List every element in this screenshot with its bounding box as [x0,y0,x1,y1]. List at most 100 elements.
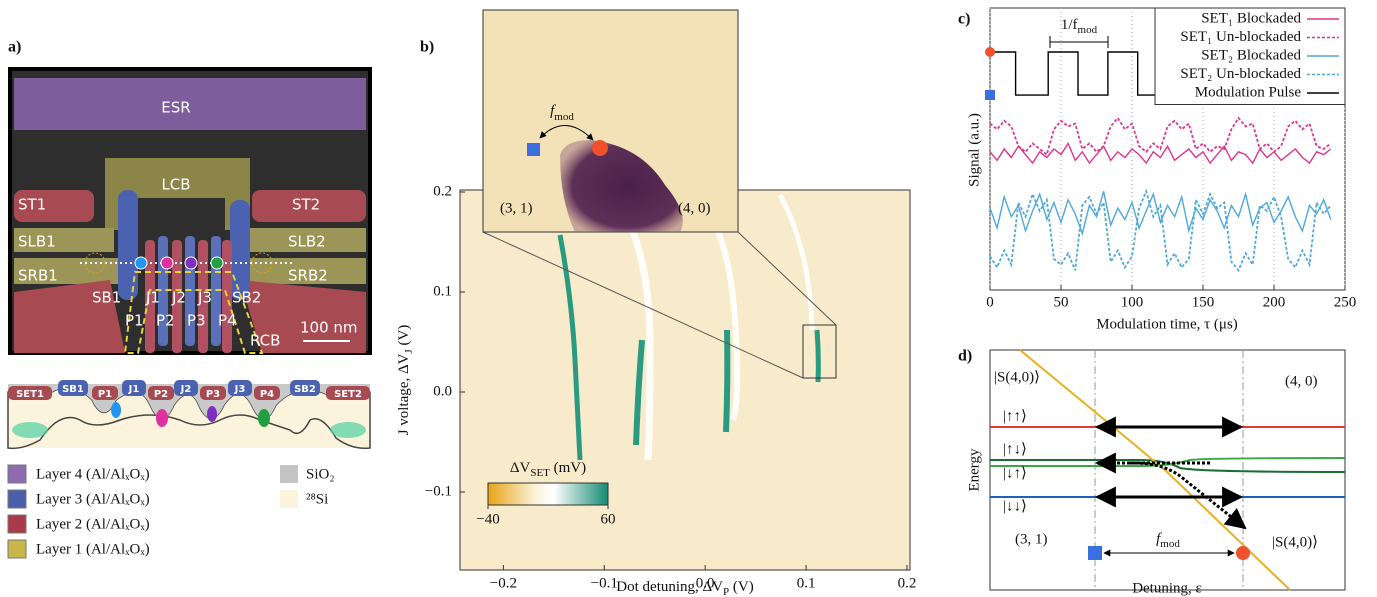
arrow [1129,461,1247,530]
region-label: (4, 0) [1285,373,1318,389]
marker [1236,546,1250,560]
arrow [539,125,594,141]
x-axis-label: Detuning, ε [1132,580,1202,596]
electron-cloud [111,402,121,418]
cross-section-label: SET1 [16,389,44,400]
cross-section-label: P2 [154,389,168,400]
legend-label: SET₂ Blockaded [1201,47,1301,63]
state-label: |↓↑⟩ [1003,465,1027,481]
gate-shape [250,228,366,252]
y-axis-label: J voltage, ΔVJ (V) [396,325,414,436]
series-line [989,191,1332,236]
legend-label: Layer 2 (Al/AlₓOₓ) [36,516,150,532]
zoom-box [802,324,837,379]
zoom-line [737,231,837,326]
x-tick-label: 0 [986,294,994,310]
inset: fmod (3, 1) (4, 0) [482,9,739,233]
colorbar-tick-label: −40 [476,511,499,527]
legend-label: SET₁ Un-blockaded [1180,29,1301,45]
x-tick-label: 50 [1054,294,1069,310]
panel-label: c) [958,11,970,28]
x-tick-label: 0.0 [696,575,715,591]
gate-shape [14,228,114,252]
gate-label: SLB2 [288,233,326,251]
gate-label: J3 [197,289,212,307]
y-tick-label: −0.1 [425,483,452,499]
cross-section-label: J3 [234,384,246,395]
gate-label: SB1 [92,289,121,307]
gate-label: ST2 [292,196,320,214]
electron-cloud [330,422,366,438]
state-label: |↑↓⟩ [1003,441,1027,457]
y-axis-label: Signal (a.u.) [966,113,982,187]
legend-label: SET₂ Un-blockaded [1180,66,1301,82]
gate-shape [14,78,366,130]
electron-cloud [12,422,48,438]
gate-shape [14,190,94,222]
gate-label: P1 [125,312,144,330]
legend-label: Modulation Pulse [1195,84,1302,100]
legend-swatch [280,465,298,483]
y-axis-label: Energy [966,448,982,492]
gate-shape [240,280,366,353]
x-tick-label: −0.1 [591,575,618,591]
electron-cloud [258,409,270,427]
gate-label: RCB [250,332,280,350]
dot [84,252,106,274]
inset-label: (4, 0) [678,200,711,216]
annotation: 1/fmod [1061,17,1098,35]
marker [1088,546,1102,560]
cross-section-label: SET2 [334,389,362,400]
dot [210,256,224,270]
marker [527,143,540,156]
gate-label: J1 [145,289,160,307]
gate-shape [118,190,138,300]
gate-label: LCB [161,176,190,194]
x-tick-label: 0.1 [797,575,816,591]
legend-label: Layer 3 (Al/AlₓOₓ) [36,491,150,507]
state-label: |S(4,0)⟩ [994,369,1040,385]
legend-label: ²⁸Si [306,491,328,507]
legend-swatch [7,514,27,534]
x-tick-label: 150 [1192,294,1215,310]
gate-shape [14,280,125,353]
cross-section-label: P1 [98,389,112,400]
panel-label: d) [958,348,972,365]
marker [985,47,995,57]
panel-a: a) ESR LCB ST1 ST2 SLB1 SLB2 SRB1 SRB2 S… [7,39,372,559]
legend-swatch [7,539,27,559]
y-tick-label: 0.2 [433,183,452,199]
cross-section-label: J1 [128,384,140,395]
x-tick-label: −0.2 [490,575,517,591]
gate-shape [252,190,366,222]
state-label: |↑↑⟩ [1003,408,1027,424]
y-tick-label: 0.1 [433,283,452,299]
gate-label: P3 [187,312,206,330]
x-tick-label: 0.2 [898,575,917,591]
panel-d: d) fmod |S(4,0)⟩ |↑↑⟩ |↑↓⟩ |↓↑⟩ |↓↓⟩ |S(… [958,348,1346,596]
panel-label: a) [8,39,21,56]
cross-section-label: P3 [206,389,220,400]
x-tick-label: 100 [1121,294,1144,310]
gate-shape [230,200,250,300]
colorbar-label: ΔVSET (mV) [510,460,586,478]
cross-section-label: SB2 [294,384,316,395]
marker [985,90,995,100]
legend-label: SET₁ Blockaded [1201,10,1301,26]
legend-label: Layer 4 (Al/AlₓOₓ) [36,466,150,482]
inset-label: (3, 1) [500,200,533,216]
colorbar-tick-label: 60 [601,511,616,527]
gate-label: ST1 [18,196,46,214]
series-line [989,188,1332,273]
gate-label: P2 [156,312,175,330]
plot-area [459,189,911,571]
cross-section-label: J2 [180,384,192,395]
dot [134,256,148,270]
cross-section-label: P4 [260,389,274,400]
legend-label: Layer 1 (Al/AlₓOₓ) [36,541,150,557]
x-tick-label: 200 [1263,294,1286,310]
level [1019,349,1291,591]
panel-b: b) fmod (3, 1) (4, 0) ΔVSET (mV) Dot det… [396,9,911,597]
colorbar [487,482,609,506]
